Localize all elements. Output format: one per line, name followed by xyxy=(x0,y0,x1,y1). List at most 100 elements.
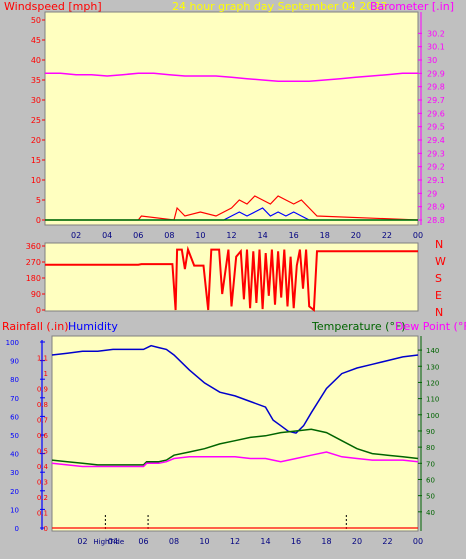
temperature-tick-label: 130 xyxy=(426,363,439,371)
rainfall-tick-label: 0.9 xyxy=(37,386,48,394)
barometer-tick-label: 30 xyxy=(427,56,437,65)
wind-left-tick-label: 50 xyxy=(31,16,41,25)
rainfall-tick-label: 0.7 xyxy=(37,417,48,425)
high-tide-annotation-high: High xyxy=(93,538,109,546)
rainfall-tick-label: 0 xyxy=(44,525,48,533)
barometer-tick-label: 28.8 xyxy=(427,216,445,225)
temperature-tick-label: 70 xyxy=(426,460,435,468)
temperature-tick-label: 50 xyxy=(426,493,435,501)
wind-left-tick-label: 35 xyxy=(31,76,41,85)
humidity-tick-label: 50 xyxy=(10,432,19,440)
temperature-tick-label: 140 xyxy=(426,347,439,355)
chart-title: 24 hour graph day September 04 2023 xyxy=(172,0,387,13)
temperature-tick-label: 110 xyxy=(426,396,439,404)
barometer-tick-label: 29.6 xyxy=(427,109,445,118)
humidity-tick-label: 10 xyxy=(10,506,19,514)
rainfall-tick-label: 1 xyxy=(44,370,48,378)
humidity-tick-label: 20 xyxy=(10,488,19,496)
temperature-humidity-panel: Rainfall (.in) Humidity Temperature (°F)… xyxy=(2,320,466,546)
compass-label: S xyxy=(435,272,442,285)
temp-x-tick-label: 00 xyxy=(413,537,423,546)
barometer-line xyxy=(45,72,418,83)
compass-label: N xyxy=(435,306,443,319)
temp-x-tick-label: 20 xyxy=(352,537,362,546)
wind-barometer-panel: Windspeed [mph] 24 hour graph day Septem… xyxy=(4,0,454,240)
barometer-tick-label: 29.9 xyxy=(427,69,445,78)
temp-x-tick-label: 10 xyxy=(199,537,209,546)
wind-gust-line xyxy=(45,195,419,221)
direction-tick-label: 360 xyxy=(26,242,41,251)
wind-left-tick-label: 25 xyxy=(31,116,41,125)
temp-x-tick-label: 12 xyxy=(230,537,240,546)
dew-point-axis-title: Dew Point (°F) xyxy=(395,320,466,333)
temp-x-tick-label: 16 xyxy=(291,537,301,546)
rainfall-tick-label: 0.3 xyxy=(37,479,48,487)
barometer-tick-label: 29.2 xyxy=(427,163,445,172)
wind-left-tick-label: 40 xyxy=(31,56,41,65)
wind-left-tick-label: 45 xyxy=(31,36,41,45)
wind-x-tick-label: 18 xyxy=(320,231,330,240)
humidity-tick-label: 40 xyxy=(10,451,19,459)
temperature-tick-label: 40 xyxy=(426,509,435,517)
wind-direction-line xyxy=(45,245,418,312)
temperature-line xyxy=(51,428,419,466)
high-tide-annotation-tide: Tide xyxy=(108,538,124,546)
wind-left-tick-label: 0 xyxy=(36,216,41,225)
wind-x-tick-label: 20 xyxy=(351,231,361,240)
temp-x-tick-label: 22 xyxy=(382,537,392,546)
compass-label: E xyxy=(435,289,442,302)
wind-x-tick-label: 14 xyxy=(257,231,267,240)
temp-x-tick-label: 02 xyxy=(77,537,87,546)
barometer-tick-label: 28.9 xyxy=(427,203,445,212)
wind-plot-area xyxy=(44,11,419,226)
barometer-tick-label: 29.4 xyxy=(427,136,445,145)
humidity-tick-label: 60 xyxy=(10,413,19,421)
barometer-tick-label: 29.8 xyxy=(427,83,445,92)
barometer-tick-label: 29.3 xyxy=(427,149,445,158)
wind-left-tick-label: 20 xyxy=(31,136,41,145)
humidity-tick-label: 30 xyxy=(10,469,19,477)
direction-tick-label: 180 xyxy=(26,274,41,283)
wind-x-tick-label: 08 xyxy=(164,231,174,240)
wind-x-tick-label: 00 xyxy=(413,231,423,240)
barometer-tick-label: 29.5 xyxy=(427,123,445,132)
wind-x-tick-label: 04 xyxy=(102,231,112,240)
compass-label: W xyxy=(435,255,446,268)
barometer-tick-label: 30.2 xyxy=(427,29,445,38)
temp-x-tick-label: 08 xyxy=(169,537,179,546)
rainfall-axis-title: Rainfall (.in) xyxy=(2,320,69,333)
temp-x-tick-label: 06 xyxy=(138,537,148,546)
dew-point-line xyxy=(51,451,419,468)
humidity-axis-title: Humidity xyxy=(68,320,118,333)
windspeed-axis-title: Windspeed [mph] xyxy=(4,0,102,13)
temperature-tick-label: 60 xyxy=(426,476,435,484)
temperature-axis-title: Temperature (°F) xyxy=(311,320,406,333)
humidity-tick-label: 0 xyxy=(15,525,19,533)
humidity-tick-label: 100 xyxy=(6,339,19,347)
barometer-tick-label: 29.7 xyxy=(427,96,445,105)
wind-x-tick-label: 02 xyxy=(71,231,81,240)
wind-x-tick-label: 10 xyxy=(195,231,205,240)
rainfall-tick-label: 0.8 xyxy=(37,401,48,409)
humidity-line xyxy=(51,344,419,434)
temp-plot-area xyxy=(51,335,419,532)
temp-x-tick-label: 14 xyxy=(260,537,270,546)
humidity-tick-label: 80 xyxy=(10,376,19,384)
temp-x-tick-label: 18 xyxy=(321,537,331,546)
wind-x-tick-label: 22 xyxy=(382,231,392,240)
direction-tick-label: 90 xyxy=(31,290,41,299)
compass-label: N xyxy=(435,238,443,251)
rainfall-tick-label: 0.4 xyxy=(37,463,49,471)
wind-speed-line xyxy=(45,207,418,221)
humidity-tick-label: 90 xyxy=(10,358,19,366)
wind-left-tick-label: 15 xyxy=(31,156,41,165)
barometer-tick-label: 30.1 xyxy=(427,43,445,52)
direction-tick-label: 270 xyxy=(26,258,41,267)
temperature-tick-label: 80 xyxy=(426,444,435,452)
temperature-tick-label: 120 xyxy=(426,379,439,387)
temperature-tick-label: 100 xyxy=(426,412,439,420)
wind-x-tick-label: 06 xyxy=(133,231,143,240)
rainfall-tick-label: 0.1 xyxy=(37,510,48,518)
